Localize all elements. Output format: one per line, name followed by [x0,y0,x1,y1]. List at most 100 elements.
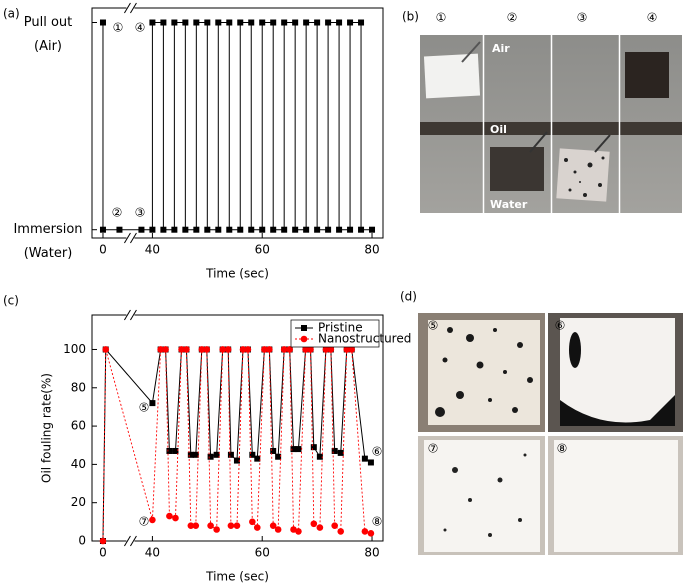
axis-break [124,309,131,321]
marker [310,444,317,451]
axis-break [126,6,135,10]
annotation: ② [112,206,123,220]
marker [337,449,344,456]
x-tick-label: 40 [145,546,160,560]
marker [248,19,255,26]
marker [343,346,351,353]
tweezer [529,131,548,153]
marker [316,524,324,531]
marker [336,19,343,26]
legend-label: Nanostructured [318,332,411,346]
marker [233,457,240,464]
marker [166,447,173,454]
y-tick-label: 80 [71,380,86,394]
marker [266,346,273,353]
photo-strip: (b) ① ② ③ ④ Air Oil Water [402,10,682,213]
marker [237,19,244,26]
y-tick-label: 60 [71,419,86,433]
annotation: ⑦ [139,515,150,529]
sample-oiled [490,147,544,191]
marker [286,346,293,353]
marker [99,537,107,545]
photo-grid: (d) ⑤ ⑥ ⑦ ⑧ [400,290,683,555]
marker [290,446,297,453]
sample-clean [423,53,481,99]
marker [204,19,211,26]
y-tick-label: 100 [63,342,86,356]
axis-break [126,236,135,240]
tweezer [461,41,481,63]
marker [187,522,195,529]
plot-frame [91,314,384,542]
sample-speckled [556,148,610,202]
marker [254,455,261,462]
marker [290,526,297,533]
sample [554,440,678,552]
marker [336,226,343,233]
y-tick-label: 20 [71,495,86,509]
step-number: ⑤ [428,319,439,333]
marker [213,451,220,458]
x-axis-title: Time (sec) [205,267,269,281]
x-tick-label: 80 [364,546,379,560]
marker [331,447,338,454]
legend-marker [301,325,307,331]
marker [337,528,345,535]
marker [307,346,314,353]
marker [207,453,214,460]
marker [314,19,321,26]
y-tick-label: Pull out (Air) [23,14,73,54]
panel-label: (c) [3,294,19,308]
y-tick-label: Immersion (Water) [13,221,83,261]
legend-marker [300,335,308,343]
marker [302,346,309,353]
marker [270,19,277,26]
marker [99,226,106,233]
axis-break [126,539,135,543]
marker [207,522,214,529]
annotation: ④ [135,21,146,35]
oil-dots [443,453,527,537]
legend-box [290,319,380,348]
marker [295,528,302,535]
marker [275,453,282,460]
series-line [102,22,373,231]
marker [369,226,376,233]
oil-dots [564,156,605,197]
marker [213,526,220,533]
x-tick-label: 60 [255,546,270,560]
marker [244,346,252,353]
marker [310,520,318,528]
y-tick-label: 0 [78,534,86,548]
x-tick-label: 0 [99,546,107,560]
marker [259,19,266,26]
marker [162,346,169,353]
marker [269,522,277,529]
series-line [102,349,372,542]
marker [281,226,288,233]
sample-oiled [625,52,669,98]
step-number: ⑧ [557,442,568,456]
marker [116,226,123,233]
annotation: ⑥ [372,445,383,459]
axis-break [124,232,131,244]
axis-break [124,535,131,547]
marker [226,19,233,26]
marker [259,226,266,233]
marker [270,447,277,454]
marker [227,451,234,458]
marker [171,19,178,26]
marker [274,526,282,533]
panel-label: (b) [402,10,419,24]
marker [303,226,310,233]
marker [261,346,268,353]
marker [348,346,356,353]
marker [367,530,375,537]
marker [314,226,321,233]
marker [149,516,156,524]
y-axis-title: Oil fouling rate(%) [40,373,54,483]
marker [347,19,354,26]
marker [224,346,232,353]
phase-label: Water [490,198,528,211]
